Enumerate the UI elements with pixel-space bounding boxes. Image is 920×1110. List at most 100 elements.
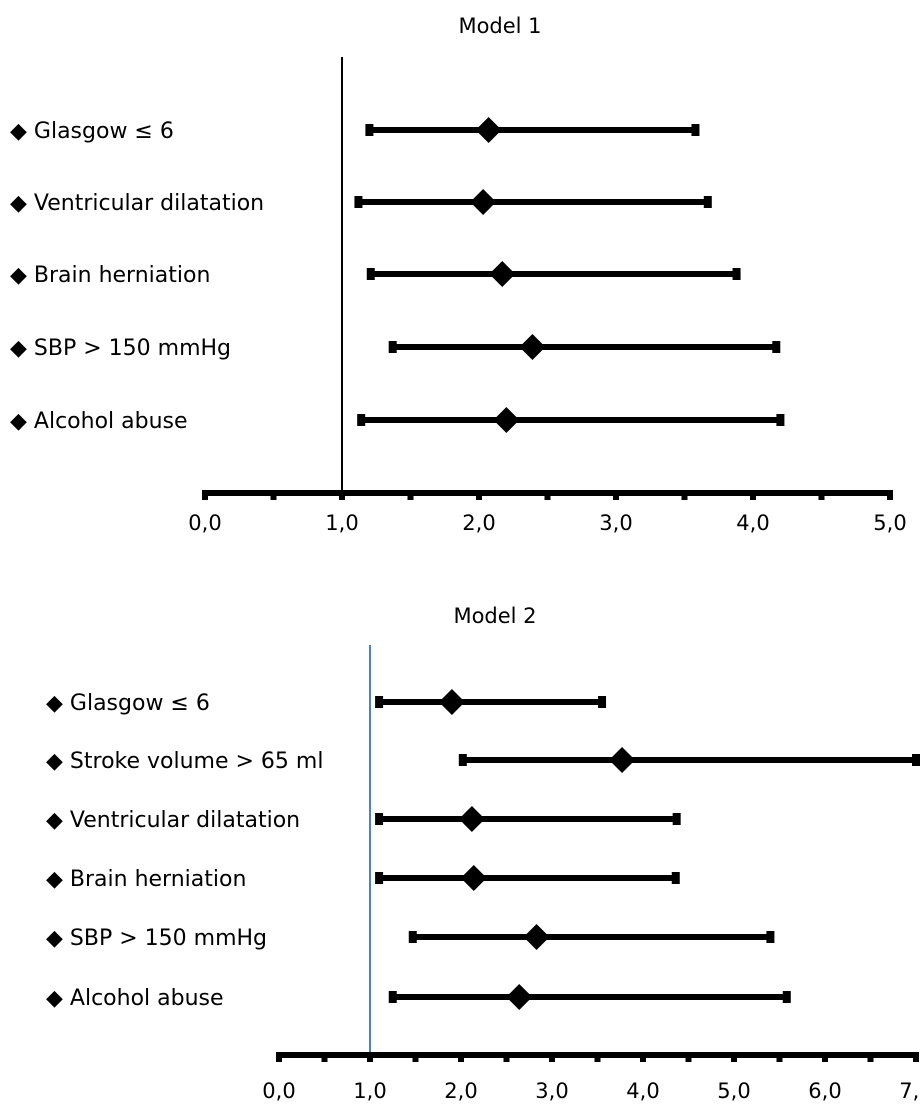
ci-upper-cap (782, 991, 791, 1003)
ci-lower-cap (357, 414, 366, 426)
forest-row: ◆ Glasgow ≤ 6 (10, 117, 700, 144)
ci-lower-cap (375, 872, 384, 884)
estimate-marker (493, 407, 520, 433)
forest-row: ◆ Ventricular dilatation (10, 189, 712, 216)
forest-row: ◆ Ventricular dilatation (46, 806, 681, 833)
x-tick-label: 3,0 (599, 511, 632, 535)
ci-lower-cap (388, 341, 397, 353)
x-tick-major (202, 490, 208, 500)
ci-upper-cap (732, 268, 741, 280)
ci-upper-cap (703, 196, 712, 208)
x-tick-major (613, 490, 619, 500)
x-tick-label: 7,0 (899, 1079, 920, 1103)
forest-row: ◆ Glasgow ≤ 6 (46, 689, 607, 716)
forest-row: ◆ Brain herniation (46, 865, 680, 892)
chart-title: Model 2 (453, 604, 536, 628)
row-label: ◆ Alcohol abuse (46, 986, 224, 1011)
forest-row: ◆ SBP > 150 mmHg (10, 334, 781, 361)
x-tick-minor (270, 490, 277, 500)
x-tick-minor (776, 1052, 783, 1062)
row-label: ◆ Brain herniation (10, 263, 210, 288)
x-tick-minor (544, 490, 551, 500)
chart-title: Model 1 (458, 14, 541, 38)
x-tick-label: 1,0 (353, 1079, 386, 1103)
row-label: ◆ Ventricular dilatation (10, 191, 264, 216)
estimate-marker (519, 334, 546, 360)
x-tick-minor (321, 1052, 328, 1062)
ci-upper-cap (672, 813, 681, 825)
x-tick-label: 4,0 (626, 1079, 659, 1103)
ci-upper-cap (776, 414, 785, 426)
x-tick-label: 2,0 (462, 511, 495, 535)
x-tick-minor (681, 490, 688, 500)
chart-2: Model 2 0,0 1,0 2,0 3,0 4,0 5,0 6,0 7,0 ◆ Glasgow… (46, 604, 920, 1103)
x-tick-major (887, 490, 893, 500)
ci-lower-cap (458, 754, 467, 766)
x-tick-major (913, 1052, 919, 1062)
x-tick-major (750, 490, 756, 500)
row-label: ◆ Alcohol abuse (10, 409, 188, 434)
x-tick-minor (412, 1052, 419, 1062)
row-label: ◆ Brain herniation (46, 867, 246, 892)
estimate-marker (460, 865, 487, 891)
x-tick-major (276, 1052, 282, 1062)
row-label: ◆ Glasgow ≤ 6 (10, 119, 174, 144)
x-tick-minor (685, 1052, 692, 1062)
x-tick-minor (407, 490, 414, 500)
x-tick-label: 5,0 (873, 511, 906, 535)
estimate-marker (489, 261, 516, 287)
x-tick-label: 5,0 (717, 1079, 750, 1103)
x-tick-label: 0,0 (188, 511, 221, 535)
ci-upper-cap (772, 341, 781, 353)
x-tick-major (339, 490, 345, 500)
ci-lower-cap (366, 268, 375, 280)
row-label: ◆ Ventricular dilatation (46, 808, 300, 833)
estimate-marker (470, 189, 497, 215)
row-label: ◆ SBP > 150 mmHg (46, 926, 267, 951)
x-tick-label: 0,0 (262, 1079, 295, 1103)
x-tick-label: 2,0 (444, 1079, 477, 1103)
estimate-marker (523, 924, 550, 950)
x-tick-major (367, 1052, 373, 1062)
estimate-marker (458, 806, 485, 832)
estimate-marker (609, 747, 636, 773)
ci-lower-cap (388, 991, 397, 1003)
row-label: ◆ Stroke volume > 65 ml (46, 749, 323, 774)
x-tick-major (731, 1052, 737, 1062)
ci-upper-cap (671, 872, 680, 884)
row-label: ◆ Glasgow ≤ 6 (46, 691, 210, 716)
ci-upper-cap (691, 124, 700, 136)
estimate-marker (475, 117, 502, 143)
forest-row: ◆ Brain herniation (10, 261, 741, 288)
ci-upper-cap (598, 696, 607, 708)
x-tick-label: 6,0 (808, 1079, 841, 1103)
ci-upper-cap (912, 754, 920, 766)
x-tick-label: 4,0 (736, 511, 769, 535)
ci-lower-cap (375, 696, 384, 708)
x-tick-minor (503, 1052, 510, 1062)
x-tick-major (640, 1052, 646, 1062)
x-tick-major (476, 490, 482, 500)
ci-lower-cap (408, 931, 417, 943)
x-tick-major (822, 1052, 828, 1062)
ci-lower-cap (365, 124, 374, 136)
x-tick-minor (867, 1052, 874, 1062)
ci-upper-cap (766, 931, 775, 943)
forest-row: ◆ SBP > 150 mmHg (46, 924, 775, 951)
forest-row: ◆ Alcohol abuse (10, 407, 785, 434)
x-tick-minor (818, 490, 825, 500)
x-tick-major (458, 1052, 464, 1062)
forest-row: ◆ Stroke volume > 65 ml (46, 747, 920, 774)
x-tick-major (549, 1052, 555, 1062)
chart-1: Model 1 0,0 1,0 2,0 3,0 4,0 5,0 ◆ Glasgow ≤ 6 ◆ … (10, 14, 907, 535)
ci-lower-cap (375, 813, 384, 825)
forest-row: ◆ Alcohol abuse (46, 984, 791, 1011)
x-tick-label: 1,0 (325, 511, 358, 535)
ci-lower-cap (354, 196, 363, 208)
row-label: ◆ SBP > 150 mmHg (10, 336, 231, 361)
x-tick-label: 3,0 (535, 1079, 568, 1103)
estimate-marker (438, 689, 465, 715)
estimate-marker (506, 984, 533, 1010)
x-tick-minor (594, 1052, 601, 1062)
